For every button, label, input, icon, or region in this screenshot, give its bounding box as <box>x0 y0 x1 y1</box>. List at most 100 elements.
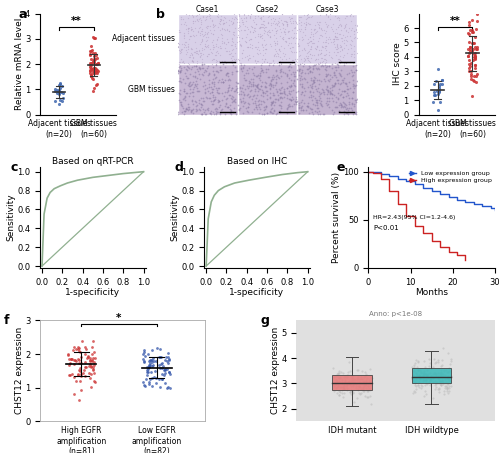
Point <box>421 381 429 388</box>
Point <box>242 14 250 21</box>
Point <box>220 89 228 96</box>
Point <box>193 48 201 55</box>
Point <box>252 104 260 111</box>
Point <box>310 61 318 68</box>
Point <box>275 45 283 52</box>
Point <box>246 14 254 22</box>
Point <box>336 100 344 107</box>
Point <box>180 31 188 38</box>
Point <box>274 108 282 115</box>
Point <box>239 88 247 96</box>
Point <box>182 106 190 113</box>
Point <box>265 28 273 35</box>
Point <box>302 16 310 23</box>
Point <box>214 49 222 57</box>
Point <box>208 111 216 118</box>
Point <box>440 368 448 375</box>
Point <box>192 48 200 55</box>
Point <box>283 20 291 28</box>
Point <box>352 61 360 68</box>
Point <box>88 350 96 357</box>
Point <box>193 49 201 57</box>
Point <box>93 69 101 77</box>
Point <box>270 101 278 108</box>
Point <box>338 93 346 101</box>
Point <box>325 94 333 101</box>
Point <box>58 82 66 89</box>
Point <box>337 22 345 29</box>
Point <box>321 51 329 58</box>
Point <box>466 43 474 50</box>
Point <box>186 85 194 92</box>
Point <box>260 98 268 106</box>
Point <box>340 377 348 384</box>
Point <box>192 31 200 39</box>
Point <box>321 56 329 63</box>
Point <box>219 19 227 27</box>
Point <box>342 20 349 27</box>
Point <box>354 373 362 380</box>
Point <box>196 51 204 58</box>
Point <box>226 108 234 116</box>
Point <box>266 32 274 39</box>
Point <box>416 372 424 380</box>
Point <box>258 40 266 48</box>
Point <box>294 42 302 49</box>
Point <box>355 377 363 385</box>
Point <box>328 94 336 101</box>
Point <box>56 84 64 92</box>
Point <box>472 45 480 53</box>
Point <box>201 111 209 118</box>
Point <box>250 106 258 113</box>
Point <box>210 111 218 118</box>
Point <box>316 18 324 25</box>
Point <box>296 67 304 74</box>
Point <box>304 55 312 62</box>
Point <box>262 88 270 95</box>
Point <box>188 86 196 93</box>
Point <box>310 73 318 81</box>
Point <box>292 61 300 68</box>
Point <box>256 106 264 113</box>
Point <box>290 87 298 94</box>
Point <box>284 28 292 35</box>
Point <box>212 68 220 75</box>
Point <box>332 25 340 33</box>
Point <box>190 83 198 91</box>
Point <box>260 58 268 66</box>
Point <box>202 67 210 75</box>
Point <box>334 48 342 55</box>
Point <box>261 41 269 48</box>
Point <box>410 367 418 375</box>
Point <box>198 35 206 42</box>
Point <box>222 102 230 109</box>
Point <box>273 50 281 57</box>
Point <box>422 379 430 386</box>
Point <box>340 14 348 22</box>
Point <box>306 34 314 41</box>
Point <box>418 374 426 381</box>
Point <box>430 91 438 98</box>
Point <box>188 13 196 20</box>
Point <box>94 61 102 68</box>
Point <box>72 357 80 364</box>
Point <box>198 38 206 45</box>
Point <box>206 23 214 30</box>
Point <box>216 51 224 58</box>
Point <box>422 390 430 397</box>
Point <box>288 93 296 101</box>
Point <box>252 83 260 90</box>
Point <box>319 43 327 50</box>
Point <box>348 72 356 79</box>
Point <box>163 365 171 372</box>
Point <box>204 87 212 95</box>
Point <box>354 376 362 383</box>
Point <box>188 57 196 64</box>
Point <box>258 87 266 94</box>
Point <box>331 33 339 40</box>
Point <box>415 373 423 380</box>
Point <box>242 30 250 37</box>
Point <box>282 38 290 45</box>
Point <box>334 35 342 43</box>
Point <box>261 82 269 89</box>
